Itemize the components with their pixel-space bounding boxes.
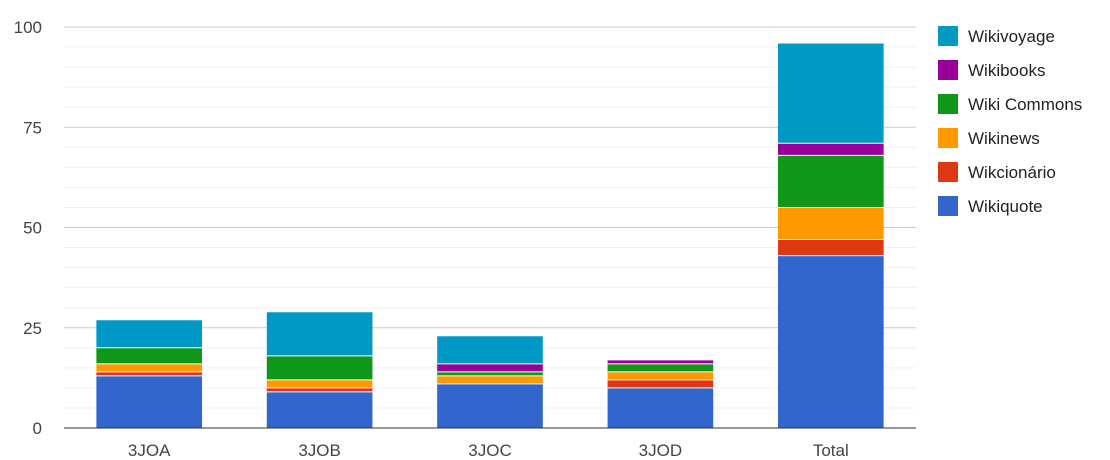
legend-label: Wikinews: [968, 129, 1040, 148]
legend-swatch: [938, 196, 958, 216]
bars: [96, 42, 884, 428]
bar-segment-wikcion-rio: [777, 239, 884, 256]
bar-segment-wikivoyage: [777, 43, 884, 144]
x-tick-label: 3JOD: [639, 441, 682, 460]
y-tick-label: 75: [23, 118, 42, 137]
x-tick-label: Total: [813, 441, 849, 460]
axes: 0 25 50 75 100 3JOA 3JOB 3JOC 3JOD Total: [14, 18, 916, 460]
legend-swatch: [938, 94, 958, 114]
bar-segment-wiki-commons: [777, 155, 884, 208]
bar-segment-wikiquote: [607, 387, 714, 428]
legend-label: Wikivoyage: [968, 27, 1055, 46]
bar-segment-wikibooks: [607, 359, 714, 364]
bar-segment-wikcion-rio: [96, 371, 203, 376]
bar-segment-wikibooks: [777, 143, 884, 156]
bar-segment-wikcion-rio: [607, 379, 714, 388]
bar-segment-wikiquote: [266, 391, 373, 428]
y-tick-label: 25: [23, 319, 42, 338]
bar-segment-wikinews: [607, 371, 714, 380]
gridlines: [64, 26, 916, 409]
bar-segment-wikcion-rio: [266, 387, 373, 392]
bar-segment-wikinews: [96, 363, 203, 372]
bar-segment-wikinews: [437, 375, 543, 384]
bar-segment-wikinews: [266, 379, 373, 388]
bar-segment-wikiquote: [777, 255, 884, 428]
bar-segment-wiki-commons: [96, 347, 203, 364]
bar-segment-wikiquote: [437, 383, 543, 428]
bar-segment-wikiquote: [96, 375, 203, 428]
x-tick-label: 3JOC: [468, 441, 511, 460]
y-tick-label: 100: [14, 18, 42, 37]
legend-swatch: [938, 128, 958, 148]
x-tick-label: 3JOB: [298, 441, 341, 460]
legend-swatch: [938, 162, 958, 182]
legend-label: Wikiquote: [968, 197, 1043, 216]
legend-label: Wiki Commons: [968, 95, 1082, 114]
y-tick-label: 0: [33, 419, 42, 438]
y-tick-label: 50: [23, 219, 42, 238]
x-tick-label: 3JOA: [128, 441, 171, 460]
bar-segment-wikibooks: [437, 363, 543, 372]
bar-segment-wikivoyage: [266, 311, 373, 356]
legend-swatch: [938, 26, 958, 46]
bar-segment-wiki-commons: [607, 363, 714, 372]
bar-segment-wikivoyage: [96, 319, 203, 348]
legend-label: Wikibooks: [968, 61, 1045, 80]
bar-segment-wikinews: [777, 207, 884, 240]
bar-segment-wiki-commons: [266, 355, 373, 380]
legend-swatch: [938, 60, 958, 80]
bar-segment-wikivoyage: [437, 335, 543, 364]
legend: Wikivoyage Wikibooks Wiki Commons Wikinews W…: [938, 26, 1082, 216]
legend-label: Wikcionário: [968, 163, 1056, 182]
bar-segment-wiki-commons: [437, 371, 543, 376]
